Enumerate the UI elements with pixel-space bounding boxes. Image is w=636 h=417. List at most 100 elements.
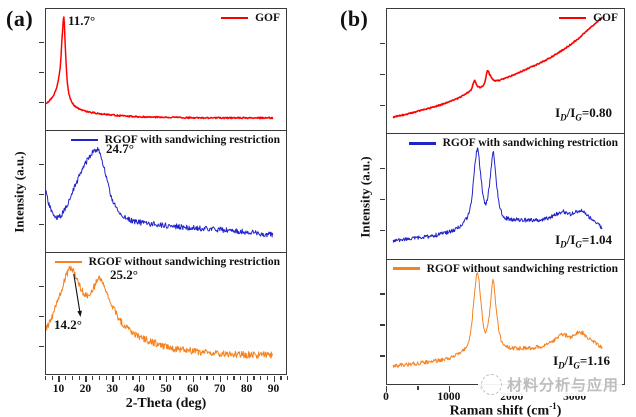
y-tick (380, 42, 385, 44)
y-tick (39, 163, 44, 165)
watermark-text: 材料分析与应用 (507, 376, 620, 394)
x-tick-minor (253, 376, 255, 380)
x-tick-minor (98, 376, 101, 380)
panel-a-y-axis-label: Intensity (a.u.) (12, 150, 28, 233)
y-tick (39, 102, 44, 104)
x-tick-minor (172, 376, 175, 380)
series-line-rgof-with-sandwiching-restriction (392, 147, 603, 244)
x-tick-minor (159, 376, 161, 380)
x-tick-label: 40 (133, 383, 145, 395)
peak-label-24-7: 24.7° (106, 141, 134, 156)
x-tick-minor (65, 376, 67, 380)
watermark-logo-icon (481, 374, 502, 395)
legend-a-gof: GOF (46, 12, 280, 24)
legend-b-rgof-with: RGOF with sandwiching restriction (387, 137, 618, 149)
x-tick-minor (206, 376, 208, 380)
x-tick-label: 80 (240, 383, 253, 395)
panel-a-plot-area: GOF 11.7° RGOF with sandwiching restrict… (39, 8, 287, 375)
series-line-rgof-with-sandwiching-restriction (46, 146, 274, 238)
series-line-rgof-without-sandwiching-restriction (392, 271, 603, 368)
legend-label: RGOF without sandwiching restriction (426, 262, 618, 275)
x-tick-major (448, 386, 451, 392)
watermark: 材料分析与应用 (478, 373, 623, 396)
y-tick (380, 230, 385, 232)
panel-a-x-axis-title: 2-Theta (deg) (125, 396, 207, 411)
legend-a-rgof-with: RGOF with sandwiching restriction (46, 134, 280, 146)
subplot-a-rgof-without: RGOF without sandwiching restriction 25.… (39, 252, 286, 374)
y-tick (39, 41, 44, 43)
legend-label: RGOF without sandwiching restriction (88, 256, 280, 268)
x-tick-label: 50 (160, 383, 172, 395)
x-tick-major (139, 376, 141, 382)
x-tick-minor (179, 376, 181, 380)
x-tick-minor (78, 376, 80, 380)
x-tick-label: 10 (52, 383, 65, 395)
x-tick-minor (51, 376, 54, 380)
legend-label: GOF (593, 12, 618, 24)
subplot-a-rgof-with: RGOF with sandwiching restriction 24.7° (39, 130, 286, 252)
x-tick-minor (45, 376, 47, 380)
y-tick (39, 193, 44, 196)
y-tick (39, 315, 44, 318)
x-tick-minor (226, 376, 228, 380)
x-tick-minor (145, 376, 148, 380)
x-tick-minor (233, 376, 235, 380)
x-tick-major (85, 376, 87, 382)
x-tick-label: 60 (187, 383, 199, 395)
panel-a-xrd: (a) Intensity (a.u.) GOF 11.7° RGOF with… (6, 6, 289, 411)
panel-b-y-axis-label: Intensity (a.u.) (358, 155, 374, 238)
x-tick-minor (287, 376, 289, 380)
x-tick-minor (266, 376, 269, 380)
x-tick-minor (239, 376, 242, 380)
y-tick (39, 224, 44, 226)
y-tick (39, 285, 44, 287)
legend-swatch-red-line (559, 16, 587, 20)
x-tick-minor (186, 376, 188, 380)
x-tick-minor (92, 376, 94, 380)
y-tick (39, 71, 44, 74)
raman-curve-rgof-with (392, 147, 603, 244)
legend-label: GOF (255, 12, 280, 24)
y-tick (39, 346, 44, 348)
x-tick-major (273, 376, 275, 382)
x-tick-label: 90 (267, 383, 280, 395)
x-tick-minor (152, 376, 154, 380)
legend-swatch-orange-line (54, 260, 82, 264)
x-tick-minor (132, 376, 134, 380)
x-tick-major (192, 376, 195, 382)
panel-a-x-axis-tick-labels: 10 20 30 40 50 60 70 80 90 (45, 383, 287, 396)
peak-label-14-2: 14.2° (54, 317, 82, 332)
legend-label: RGOF with sandwiching restriction (442, 137, 618, 150)
x-tick-minor (280, 376, 282, 380)
y-tick (380, 324, 385, 326)
legend-swatch-blue-line (408, 142, 436, 145)
x-tick-minor (213, 376, 215, 380)
legend-b-gof: GOF (387, 12, 618, 24)
legend-b-rgof-without: RGOF without sandwiching restriction (387, 263, 618, 275)
series-line-rgof-without-sandwiching-restriction (46, 265, 274, 359)
y-tick (380, 167, 385, 170)
legend-a-rgof-without: RGOF without sandwiching restriction (46, 256, 280, 268)
raman-curve-gof (392, 16, 603, 119)
subplot-b-rgof-without: RGOF without sandwiching restriction ID/… (380, 258, 624, 384)
xrd-curve-rgof-with (46, 146, 274, 238)
legend-swatch-blue-line (70, 138, 98, 142)
x-tick-major (246, 376, 248, 382)
x-tick-minor (199, 376, 201, 380)
x-tick-minor (118, 376, 121, 380)
x-tick-minor (105, 376, 107, 380)
legend-swatch-red-line (221, 16, 249, 20)
x-tick-label: 30 (106, 383, 118, 395)
raman-curve-rgof-without (392, 271, 603, 368)
y-tick (380, 293, 385, 295)
subplot-a-gof: GOF 11.7° (39, 9, 286, 130)
legend-swatch-orange-line (392, 267, 420, 270)
x-tick-label: 1000 (437, 391, 461, 403)
series-line-gof (392, 16, 603, 119)
panel-a-label: (a) (6, 6, 34, 31)
x-tick-major (58, 376, 60, 382)
y-tick (380, 355, 385, 357)
x-tick-major (386, 386, 388, 392)
panel-b-label: (b) (340, 6, 369, 31)
